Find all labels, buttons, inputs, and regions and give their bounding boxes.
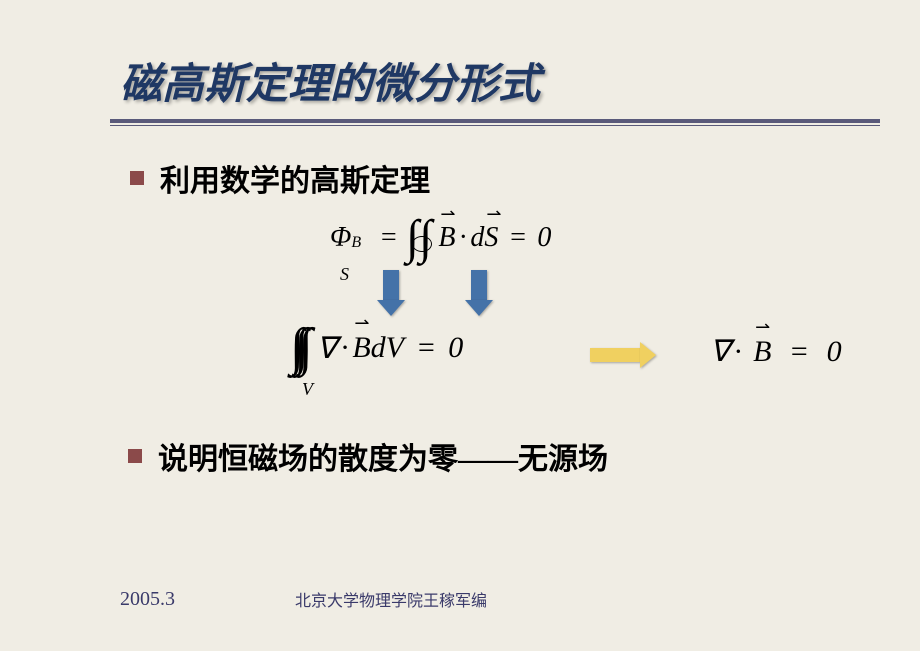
integral-bound-v: V [302, 379, 313, 400]
bullet-text-1: 利用数学的高斯定理 [160, 156, 430, 200]
integral-bound-s: S [340, 264, 349, 285]
title-underline-thick [110, 119, 880, 123]
equation-surface-integral: ΦB = ∫∫ B · dS = 0 [330, 214, 551, 262]
slide-container: 磁高斯定理的微分形式 利用数学的高斯定理 ΦB = ∫∫ B · dS = 0 … [0, 0, 920, 651]
conclusion-row: 说明恒磁场的散度为零——无源场 [128, 434, 860, 478]
down-arrow-icon [380, 270, 402, 310]
equation-area: ΦB = ∫∫ B · dS = 0 S ∫∫∫ ∇· BdV = 0 V ∇·… [230, 214, 860, 414]
title-underline-thin [110, 125, 880, 126]
footer-date: 2005.3 [120, 588, 175, 611]
slide-title: 磁高斯定理的微分形式 [120, 50, 860, 111]
right-arrow-icon [590, 342, 656, 368]
footer-credit: 北京大学物理学院王稼军编 [295, 587, 487, 611]
equation-volume-integral: ∫∫∫ ∇· BdV = 0 [290, 322, 463, 374]
slide-footer: 2005.3 北京大学物理学院王稼军编 [0, 587, 920, 611]
square-bullet-icon [130, 171, 144, 185]
square-bullet-icon [128, 449, 142, 463]
bullet-point-1: 利用数学的高斯定理 [130, 156, 860, 200]
conclusion-text: 说明恒磁场的散度为零——无源场 [158, 434, 608, 478]
equation-divergence: ∇· B = 0 [710, 334, 842, 369]
down-arrow-icon [468, 270, 490, 310]
